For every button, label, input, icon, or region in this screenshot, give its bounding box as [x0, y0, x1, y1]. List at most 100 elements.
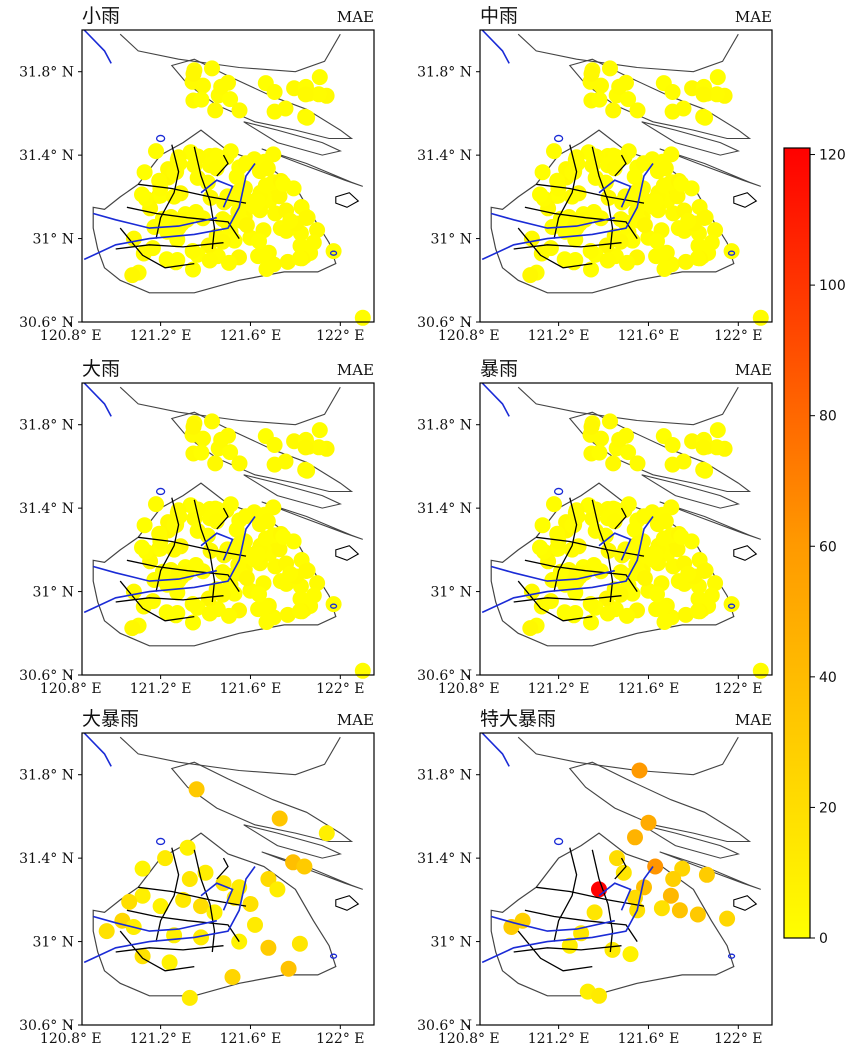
station-marker [266, 437, 283, 453]
y-tick-label: 31° N [32, 232, 74, 248]
station-marker [280, 960, 297, 977]
station-marker [151, 172, 168, 189]
station-marker [656, 261, 673, 277]
station-marker [602, 60, 618, 77]
y-tick-label: 31° N [430, 585, 472, 601]
station-marker [201, 252, 218, 269]
island-outline [335, 545, 360, 561]
station-marker [655, 530, 672, 547]
station-marker [221, 254, 237, 271]
station-marker [202, 542, 219, 559]
station-marker [144, 593, 161, 610]
lake-outline [155, 837, 166, 846]
island-outline [170, 761, 354, 843]
station-marker [532, 186, 548, 203]
district-boundary [513, 945, 622, 953]
district-boundary [553, 497, 578, 592]
station-marker [318, 825, 335, 842]
river-line [490, 212, 615, 229]
lake-outline [329, 953, 338, 959]
station-marker [612, 586, 629, 603]
station-marker [124, 620, 141, 637]
station-marker [209, 501, 226, 518]
station-marker [522, 620, 539, 637]
station-marker [665, 871, 682, 887]
island-outline [641, 121, 740, 156]
panel-title: 小雨 [82, 5, 120, 27]
station-marker [98, 923, 115, 940]
station-marker [542, 240, 559, 257]
station-marker [266, 84, 283, 100]
colorbar-tick-label: 40 [819, 670, 837, 686]
y-tick-label: 31.4° N [19, 148, 74, 164]
station-marker [591, 91, 608, 108]
y-tick-label: 31.4° N [19, 851, 74, 867]
island-outline [335, 895, 360, 911]
station-marker [209, 148, 226, 165]
station-marker [193, 444, 210, 461]
station-marker [707, 575, 724, 592]
station-marker [636, 217, 653, 234]
station-marker [188, 781, 205, 798]
coastline [490, 832, 735, 997]
x-tick-label: 120.8° E [438, 328, 500, 344]
y-tick-label: 30.6° N [417, 668, 472, 684]
x-tick-label: 122° E [714, 681, 762, 697]
station-marker [708, 439, 725, 456]
district-boundary [138, 183, 247, 204]
district-boundary [553, 144, 578, 239]
station-marker [236, 533, 253, 550]
station-marker [629, 455, 646, 472]
station-marker [259, 160, 276, 177]
station-marker [148, 496, 164, 513]
station-marker [664, 103, 681, 120]
y-tick-label: 30.6° N [417, 1018, 472, 1034]
river-line [481, 866, 654, 964]
district-boundary [115, 945, 224, 953]
lake-outline [727, 603, 736, 609]
station-marker [297, 439, 314, 456]
station-marker [269, 881, 286, 898]
station-marker [620, 444, 637, 461]
station-marker [609, 850, 625, 867]
station-marker [618, 427, 634, 444]
station-marker [591, 987, 607, 1004]
station-marker [242, 896, 259, 912]
station-marker [719, 910, 736, 927]
station-marker [207, 102, 224, 119]
station-marker [216, 547, 233, 564]
station-marker [697, 109, 714, 126]
station-marker [309, 222, 326, 239]
district-boundary [216, 507, 229, 530]
district-boundary [553, 847, 578, 942]
station-marker [222, 444, 239, 461]
lake-outline [155, 487, 166, 496]
panel-metric: MAE [735, 711, 772, 729]
river-line [200, 532, 234, 561]
panel-metric: MAE [337, 361, 374, 379]
station-marker [583, 261, 599, 278]
x-tick-label: 121.2° E [528, 1031, 590, 1047]
district-boundary [536, 886, 645, 907]
station-marker [671, 902, 688, 919]
station-marker [185, 261, 201, 278]
river-line [490, 915, 615, 932]
y-tick-label: 31.8° N [19, 418, 74, 434]
station-marker [664, 437, 681, 453]
station-marker [144, 240, 161, 257]
x-tick-label: 122° E [316, 328, 364, 344]
station-marker [696, 210, 713, 226]
station-marker [179, 839, 196, 856]
station-marker [271, 541, 288, 558]
station-marker [604, 941, 621, 958]
station-marker [644, 504, 661, 521]
station-marker [602, 413, 618, 430]
station-marker [698, 866, 715, 883]
river-line [200, 882, 234, 911]
coastline [92, 832, 337, 997]
panel-metric: MAE [735, 361, 772, 379]
plot-frame [81, 29, 375, 323]
station-marker [275, 528, 292, 545]
station-marker [158, 604, 175, 621]
station-marker [189, 522, 206, 539]
